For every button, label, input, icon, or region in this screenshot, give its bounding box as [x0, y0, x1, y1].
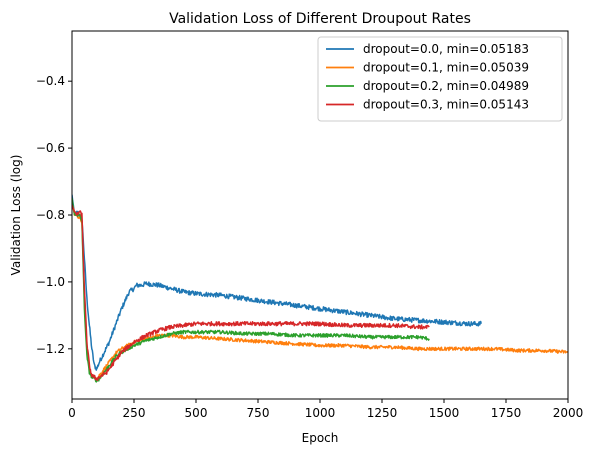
series-line-3: [72, 204, 430, 382]
legend: dropout=0.0, min=0.05183 dropout=0.1, min…: [317, 36, 563, 122]
x-tick-label: 1000: [305, 406, 336, 420]
y-tick-label: −1.0: [36, 275, 65, 289]
legend-entry: dropout=0.2, min=0.04989: [363, 79, 529, 93]
y-tick-label: −1.2: [36, 342, 65, 356]
x-tick-label: 0: [68, 406, 76, 420]
x-tick-label: 2000: [553, 406, 584, 420]
x-tick-label: 500: [185, 406, 208, 420]
legend-entry: dropout=0.0, min=0.05183: [363, 42, 529, 56]
x-axis: 0 250 500 750 1000 1250 1500 1750 2000: [68, 399, 583, 420]
x-tick-label: 1750: [491, 406, 522, 420]
series-line-1: [72, 201, 568, 381]
chart-title: Validation Loss of Different Droupout Ra…: [169, 11, 471, 27]
x-axis-label: Epoch: [302, 431, 339, 445]
y-tick-label: −0.4: [36, 74, 65, 88]
y-tick-label: −0.6: [36, 141, 65, 155]
x-tick-label: 1500: [429, 406, 460, 420]
series-line-2: [72, 197, 430, 383]
x-tick-label: 250: [123, 406, 146, 420]
x-tick-label: 750: [247, 406, 270, 420]
legend-entry: dropout=0.3, min=0.05143: [363, 98, 529, 112]
x-tick-label: 1250: [367, 406, 398, 420]
legend-entry: dropout=0.1, min=0.05039: [363, 61, 529, 75]
y-axis: −1.2 −1.0 −0.8 −0.6 −0.4: [36, 74, 72, 356]
y-tick-label: −0.8: [36, 208, 65, 222]
legend-box: [317, 36, 563, 122]
series-line-0: [72, 194, 482, 371]
y-axis-label: Validation Loss (log): [9, 155, 23, 276]
